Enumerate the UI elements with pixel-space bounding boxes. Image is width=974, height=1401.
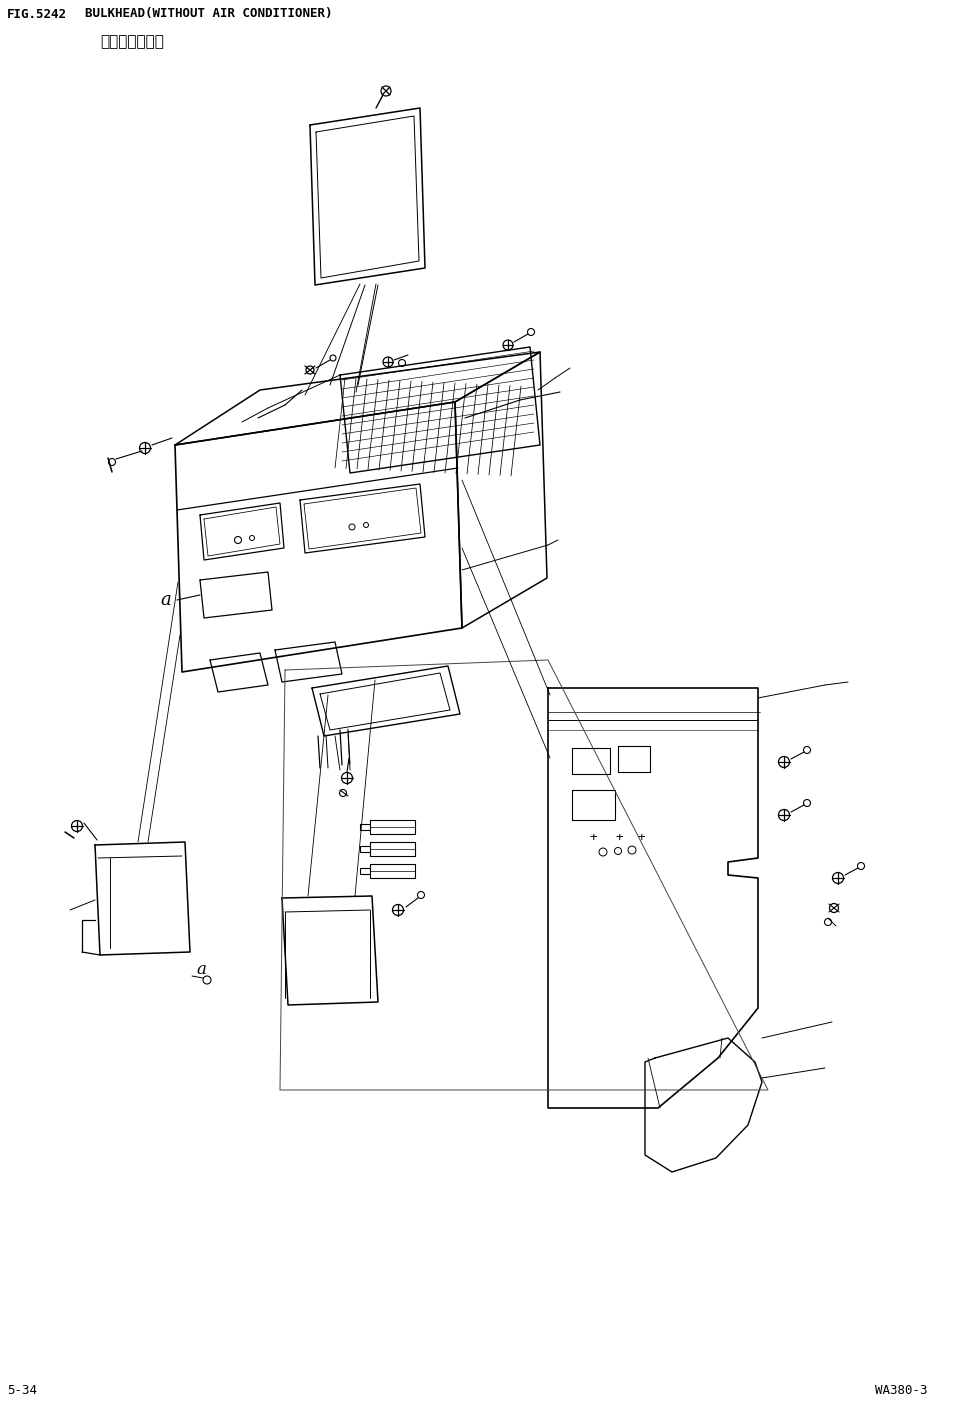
Text: +: +: [638, 832, 646, 845]
Text: 罩（不带空调）: 罩（不带空调）: [100, 35, 164, 49]
Text: a: a: [160, 591, 170, 609]
Text: +: +: [615, 832, 622, 845]
Text: a: a: [196, 961, 206, 978]
Text: BULKHEAD(WITHOUT AIR CONDITIONER): BULKHEAD(WITHOUT AIR CONDITIONER): [85, 7, 332, 21]
Text: WA380-3: WA380-3: [875, 1384, 927, 1398]
Text: 5-34: 5-34: [7, 1384, 37, 1398]
Text: +: +: [590, 832, 597, 845]
Text: FIG.5242: FIG.5242: [7, 7, 67, 21]
